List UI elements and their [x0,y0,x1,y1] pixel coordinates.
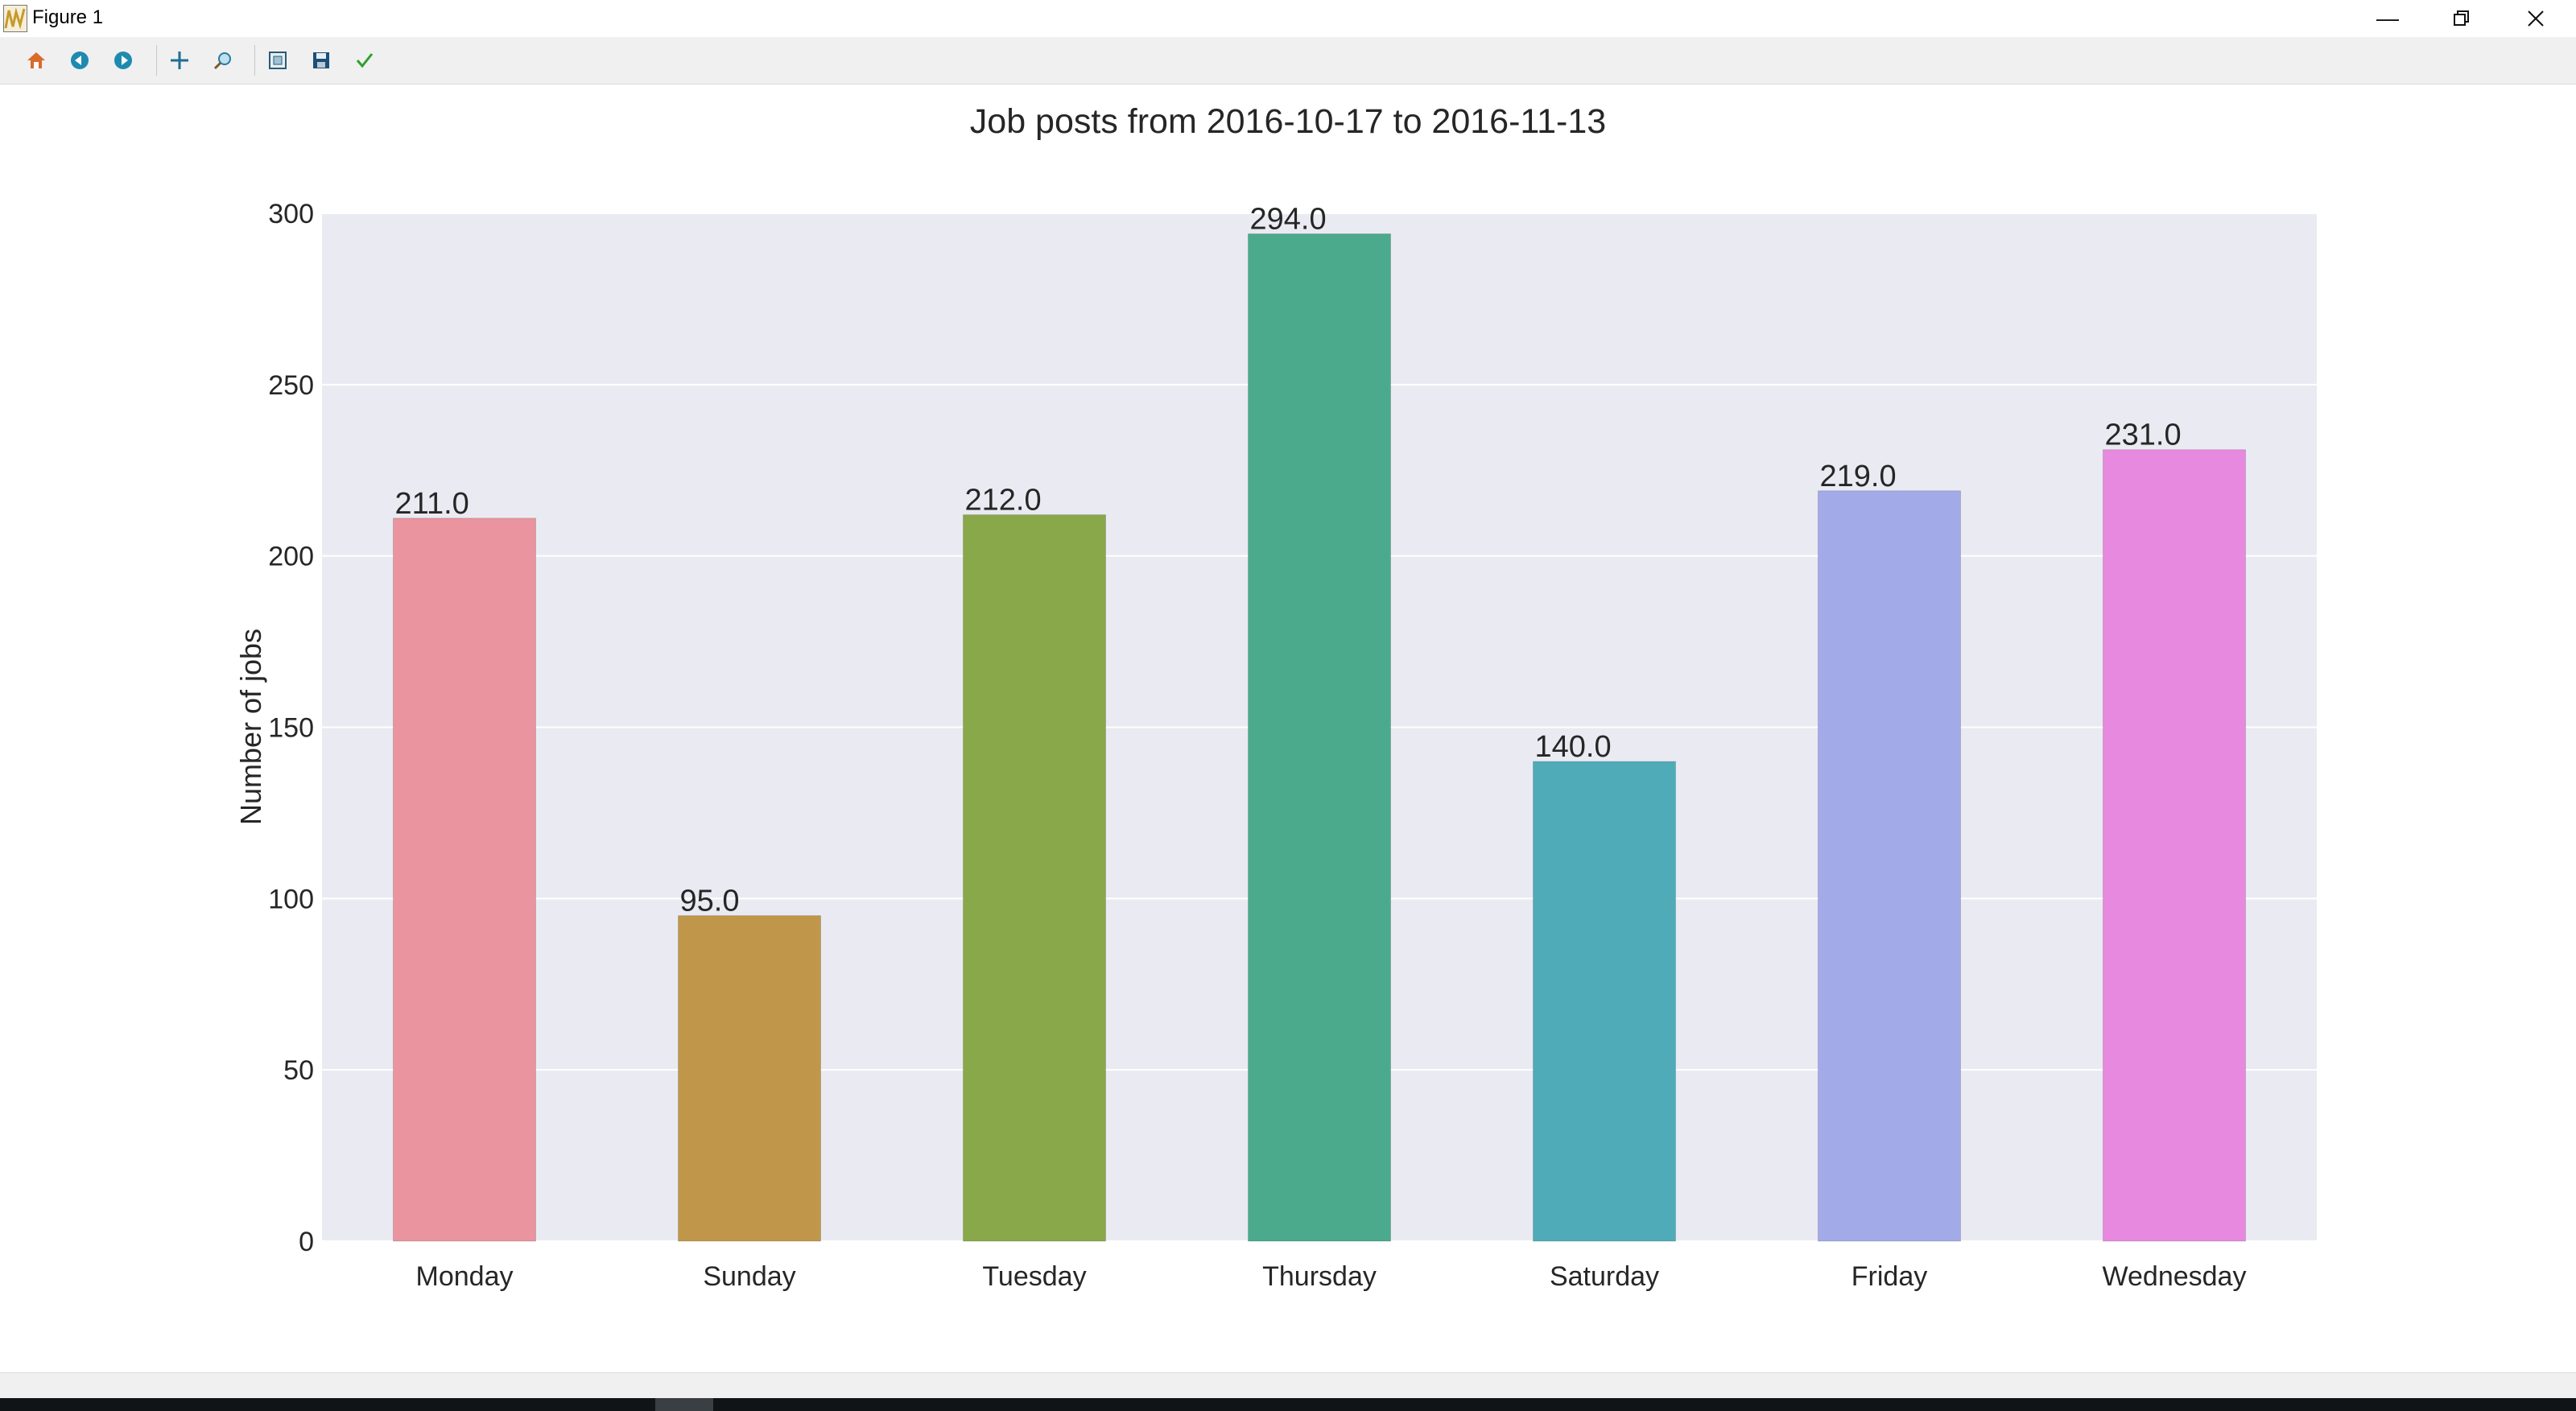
toolbar-separator [156,45,157,76]
bar-sunday [678,915,821,1242]
bar-saturday [1533,761,1676,1242]
y-tick-label: 250 [268,370,314,401]
restore-icon [2454,10,2469,26]
bar-monday [393,518,536,1242]
y-tick-label: 50 [283,1055,314,1086]
home-icon [27,52,45,68]
configure-subplots-icon [269,52,287,69]
home-button[interactable] [23,47,50,74]
save-icon [313,52,329,68]
bar-value-label: 294.0 [1250,203,1327,237]
save-button[interactable] [308,47,335,74]
y-tick-label: 100 [268,884,314,914]
x-tick-label: Wednesday [2103,1261,2247,1292]
zoom-button[interactable] [209,47,237,74]
navigation-toolbar [0,37,2576,85]
configure-subplots-button[interactable] [264,47,291,74]
bar-thursday [1248,233,1391,1242]
y-tick-label: 200 [268,542,314,572]
matplotlib-app-icon [3,5,27,32]
bar-value-label: 140.0 [1535,730,1612,764]
window-title: Figure 1 [32,6,104,28]
status-bar [0,1372,2576,1399]
edit-parameters-icon [356,53,374,68]
bar-value-label: 95.0 [680,885,740,918]
bar-value-label: 219.0 [1820,460,1897,493]
minimize-icon: — [2376,6,2399,31]
x-tick-label: Tuesday [982,1261,1086,1292]
zoom-icon [213,52,231,70]
pan-button[interactable] [166,47,193,74]
forward-button[interactable] [109,47,137,74]
y-tick-label: 150 [268,713,314,744]
forward-arrow-icon [114,52,132,69]
x-tick-label: Sunday [703,1261,795,1292]
y-axis-label: Number of jobs [234,629,267,825]
close-button[interactable] [2499,0,2573,37]
toolbar-separator [254,45,255,76]
figure-canvas: Job posts from 2016-10-17 to 2016-11-13 … [0,85,2576,1372]
chart-title: Job posts from 2016-10-17 to 2016-11-13 [970,102,1606,141]
bar-wednesday [2103,449,2246,1242]
bar-value-label: 211.0 [395,487,469,521]
y-tick-label: 0 [299,1227,314,1257]
back-button[interactable] [66,47,93,74]
bar-chart: Job posts from 2016-10-17 to 2016-11-13 … [234,102,2317,1292]
bar-friday [1818,490,1961,1242]
edit-parameters-button[interactable] [351,47,378,74]
bar-tuesday [963,514,1106,1242]
pan-icon [171,52,188,69]
x-tick-label: Monday [416,1261,514,1292]
x-tick-label: Friday [1852,1261,1927,1292]
close-icon [2528,10,2544,27]
x-tick-label: Saturday [1550,1261,1659,1292]
y-tick-label: 300 [268,199,314,229]
system-taskbar [0,1398,2576,1411]
taskbar-active-item[interactable] [655,1398,713,1411]
restore-button[interactable] [2425,0,2499,37]
x-tick-label: Thursday [1262,1261,1377,1292]
title-bar: Figure 1 — [0,0,2576,37]
minimize-button[interactable]: — [2351,0,2425,37]
bar-value-label: 231.0 [2105,419,2182,452]
back-arrow-icon [71,52,89,69]
bar-value-label: 212.0 [965,484,1042,518]
